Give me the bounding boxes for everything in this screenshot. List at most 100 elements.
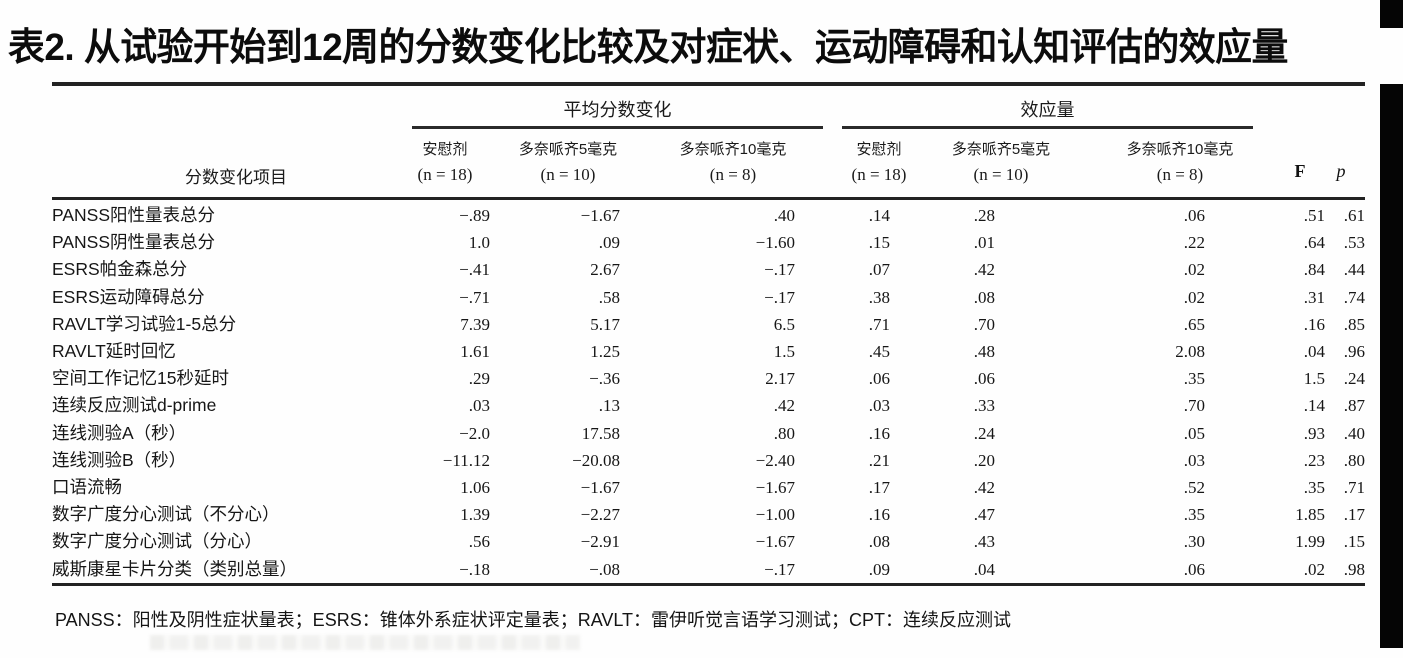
cell-value: −1.00 — [755, 505, 795, 525]
cell-value: −.36 — [589, 369, 620, 389]
cell-value: .16 — [868, 505, 890, 525]
cell-value: .35 — [1183, 505, 1205, 525]
cell-value: .65 — [1183, 314, 1205, 334]
footnote: PANSS：阳性及阴性症状量表；ESRS：锥体外系症状评定量表；RAVLT：雷伊… — [55, 610, 1012, 630]
cell-value: .05 — [1183, 423, 1205, 443]
cell-value: 1.5 — [1303, 369, 1325, 389]
cell-value: .56 — [468, 532, 490, 552]
p-column-header: p — [1336, 161, 1346, 181]
sample-size: (n = 8) — [709, 165, 757, 184]
cell-value: 2.67 — [590, 260, 620, 280]
cell-value: .87 — [1343, 396, 1365, 416]
cell-value: .02 — [1183, 287, 1205, 307]
cell-value: .43 — [973, 532, 995, 552]
row-label: ESRS帕金森总分 — [52, 259, 188, 280]
table-row: 连线测验A（秒） −2.0 17.58 .80 .16 .24 .05 .93 .40 — [52, 420, 1365, 447]
cell-value: .08 — [973, 287, 995, 307]
cell-value: −1.67 — [580, 206, 620, 226]
cell-value: .02 — [1183, 260, 1205, 280]
cell-value: .14 — [1303, 396, 1325, 416]
cell-value: .06 — [1183, 206, 1205, 226]
cell-value: .93 — [1303, 423, 1325, 443]
cell-value: .28 — [973, 206, 995, 226]
group-header-mean-change: 平均分数变化 — [563, 100, 672, 120]
cell-value: −.08 — [589, 559, 620, 579]
cell-value: .52 — [1183, 477, 1205, 497]
row-label: 数字广度分心测试（不分心） — [52, 504, 280, 525]
table-row: 连续反应测试d-prime .03 .13 .42 .03 .33 .70 .14 .87 — [52, 392, 1365, 419]
sample-size: (n = 18) — [417, 165, 473, 184]
cell-value: 2.08 — [1175, 342, 1205, 362]
cell-value: .15 — [1343, 532, 1365, 552]
cell-value: 1.0 — [468, 233, 490, 253]
cell-value: .24 — [973, 423, 995, 443]
cell-value: .04 — [973, 559, 995, 579]
cell-value: .71 — [868, 314, 890, 334]
drug-name: 多奈哌齐5毫克 — [518, 141, 618, 158]
cell-value: .03 — [468, 396, 490, 416]
row-label: RAVLT延时回忆 — [52, 341, 176, 362]
cell-value: 1.99 — [1295, 532, 1325, 552]
cell-value: −2.0 — [459, 423, 490, 443]
sample-size: (n = 18) — [851, 165, 907, 184]
cell-value: .06 — [1183, 559, 1205, 579]
cell-value: .45 — [868, 342, 890, 362]
cell-value: 1.61 — [460, 342, 490, 362]
cell-value: .42 — [973, 260, 995, 280]
cell-value: .23 — [1303, 450, 1325, 470]
cell-value: 1.5 — [773, 342, 795, 362]
cell-value: −1.67 — [755, 532, 795, 552]
header-rule — [52, 197, 1365, 200]
cell-value: .21 — [868, 450, 890, 470]
cell-value: .06 — [973, 369, 995, 389]
cell-value: .14 — [868, 206, 890, 226]
cell-value: .71 — [1343, 477, 1365, 497]
cell-value: .07 — [868, 260, 890, 280]
cell-value: .29 — [468, 369, 490, 389]
column-header-effect-donepezil5: 多奈哌齐5毫克 (n = 10) — [928, 137, 1074, 187]
row-label: RAVLT学习试验1-5总分 — [52, 313, 237, 334]
table-row: PANSS阴性量表总分 1.0 .09 −1.60 .15 .01 .22 .64 .53 — [52, 229, 1365, 256]
sample-size: (n = 10) — [540, 165, 596, 184]
group-underline-effect-size — [842, 126, 1253, 129]
cell-value: .22 — [1183, 233, 1205, 253]
cell-value: −1.67 — [755, 477, 795, 497]
cell-value: .47 — [973, 505, 995, 525]
data-table: PANSS阳性量表总分 −.89 −1.67.40.14.28.06.51.61 PA… — [52, 202, 1365, 583]
cell-value: .51 — [1303, 206, 1325, 226]
cell-value: .16 — [868, 423, 890, 443]
row-label: 连线测验B（秒） — [52, 449, 187, 470]
right-edge-black-bar — [1380, 84, 1403, 648]
table-row: 威斯康星卡片分类（类别总量） −.18 −.08 −.17 .09 .04 .06 .02 .9… — [52, 555, 1365, 582]
table-row: 口语流畅 1.06 −1.67 −1.67 .17 .42 .52 .35 .71 — [52, 474, 1365, 501]
row-label: 连线测验A（秒） — [52, 422, 187, 443]
cell-value: .08 — [868, 532, 890, 552]
cell-value: 17.58 — [581, 423, 620, 443]
table-row: 连线测验B（秒） −11.12 −20.08 −2.40 .21 .20 .03 .23 .80 — [52, 447, 1365, 474]
column-header-mean-donepezil10: 多奈哌齐10毫克 (n = 8) — [651, 137, 815, 187]
cell-value: .64 — [1303, 233, 1325, 253]
cell-value: −2.40 — [755, 450, 795, 470]
cell-value: .80 — [773, 423, 795, 443]
cell-value: 6.5 — [773, 314, 795, 334]
cell-value: −11.12 — [442, 450, 490, 470]
cell-value: 5.17 — [590, 314, 620, 334]
cell-value: −.41 — [459, 260, 490, 280]
cell-value: .30 — [1183, 532, 1205, 552]
cell-value: 7.39 — [460, 314, 490, 334]
column-header-effect-donepezil10: 多奈哌齐10毫克 (n = 8) — [1098, 137, 1262, 187]
table-row: RAVLT学习试验1-5总分 7.39 5.17 6.5 .71 .70 .65 .16 .85 — [52, 311, 1365, 338]
row-label: PANSS阴性量表总分 — [52, 232, 216, 253]
cell-value: .17 — [1343, 505, 1365, 525]
cell-value: .06 — [868, 369, 890, 389]
drug-name: 多奈哌齐5毫克 — [951, 141, 1051, 158]
cell-value: 2.17 — [765, 369, 795, 389]
row-label: ESRS运动障碍总分 — [52, 286, 205, 307]
cell-value: −.71 — [459, 287, 490, 307]
cell-value: −1.67 — [580, 477, 620, 497]
table-row: PANSS阳性量表总分 −.89 −1.67 .40 .14 .28 .06 .51 .61 — [52, 202, 1365, 229]
cell-value: 1.06 — [460, 477, 490, 497]
cell-value: −.17 — [764, 260, 795, 280]
item-column-header: 分数变化项目 — [185, 168, 287, 187]
cell-value: .31 — [1303, 287, 1325, 307]
